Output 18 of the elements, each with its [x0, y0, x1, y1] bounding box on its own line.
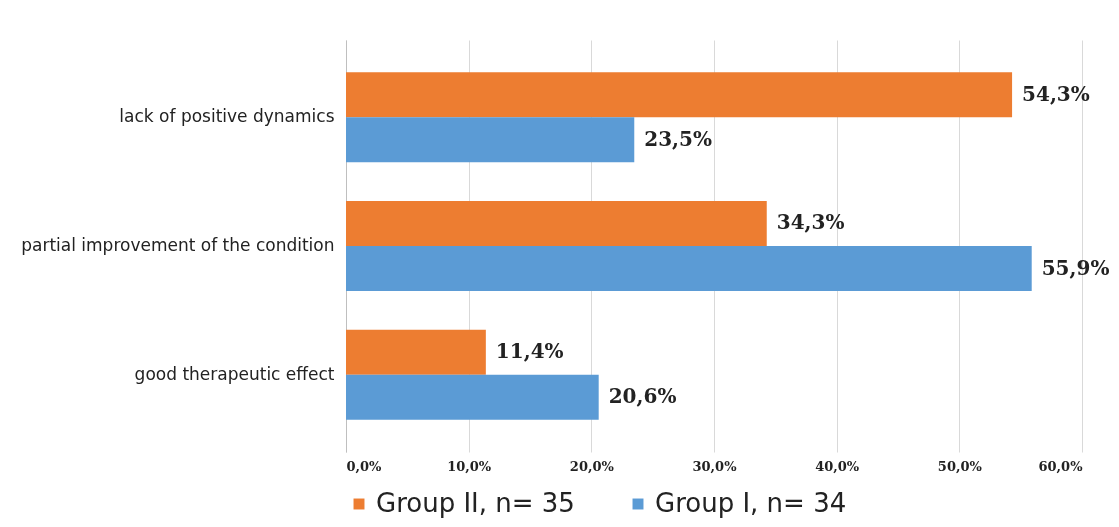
legend-label: Group I, n= 34	[655, 488, 847, 518]
data-label: 34,3%	[776, 210, 845, 235]
x-tick-label: 10,0%	[447, 458, 492, 474]
data-label: 20,6%	[608, 384, 677, 409]
y-tick-label: partial improvement of the condition	[21, 235, 335, 255]
legend-label: Group II, n= 35	[376, 488, 575, 518]
x-tick-label: 0,0%	[346, 458, 383, 474]
x-tick-label: 20,0%	[569, 458, 615, 474]
y-tick-label: lack of positive dynamics	[119, 106, 335, 127]
data-label: 55,9%	[1041, 255, 1110, 280]
x-tick-label: 50,0%	[937, 458, 983, 474]
x-tick-label: 40,0%	[815, 458, 860, 474]
data-label: 11,4%	[495, 339, 564, 364]
y-tick-label: good therapeutic effect	[134, 363, 335, 384]
x-tick-label: 60,0%	[1038, 458, 1084, 474]
x-tick-label: 30,0%	[692, 458, 738, 474]
data-label: 54,3%	[1022, 81, 1090, 106]
data-label: 23,5%	[644, 126, 712, 151]
